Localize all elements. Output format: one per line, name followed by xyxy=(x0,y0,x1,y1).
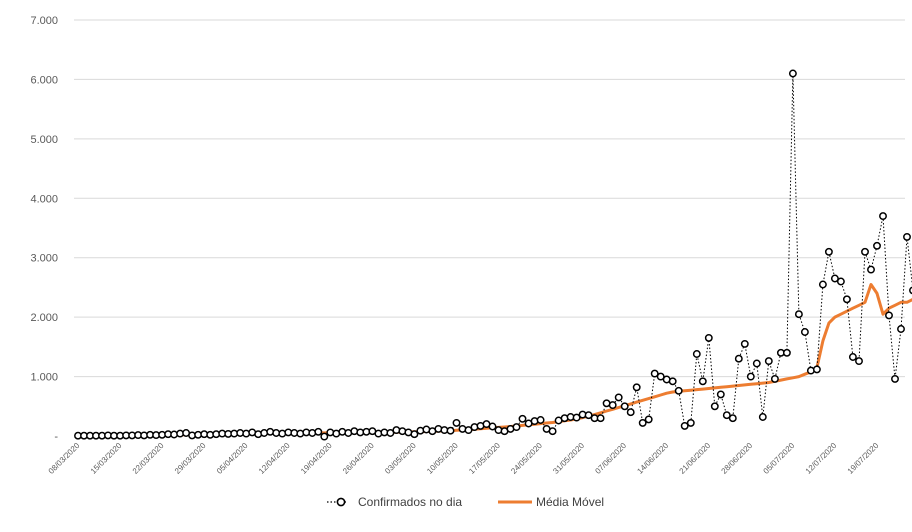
data-point-confirmados xyxy=(800,328,809,336)
data-point-confirmados xyxy=(644,415,653,424)
data-point-confirmados xyxy=(668,377,677,386)
data-point-confirmados xyxy=(512,423,521,432)
legend: Confirmados no dia Média Móvel xyxy=(327,495,604,509)
data-point-confirmados xyxy=(746,372,755,381)
data-point-confirmados xyxy=(656,372,665,381)
data-point-confirmados xyxy=(632,383,641,392)
data-point-confirmados xyxy=(572,413,581,422)
data-point-confirmados xyxy=(734,354,743,363)
data-point-confirmados xyxy=(848,353,857,361)
data-point-confirmados xyxy=(674,386,683,395)
data-point-confirmados xyxy=(830,274,839,283)
data-point-confirmados xyxy=(650,369,659,378)
data-point-confirmados xyxy=(536,416,545,424)
data-point-confirmados xyxy=(620,402,629,411)
data-point-confirmados xyxy=(716,390,725,399)
data-point-confirmados xyxy=(626,408,635,417)
data-point-confirmados xyxy=(867,265,875,274)
data-point-confirmados xyxy=(891,374,899,383)
data-point-confirmados xyxy=(638,418,647,427)
data-point-confirmados xyxy=(518,414,527,423)
data-point-confirmados xyxy=(758,413,767,421)
data-point-confirmados xyxy=(818,280,827,289)
data-point-confirmados xyxy=(614,393,623,402)
y-tick-label: 1.000 xyxy=(30,372,58,384)
data-point-confirmados xyxy=(764,357,773,366)
data-point-confirmados xyxy=(836,277,845,286)
y-tick-label: 3.000 xyxy=(30,253,58,265)
data-point-confirmados xyxy=(548,427,557,436)
data-point-confirmados xyxy=(452,418,461,427)
data-point-confirmados xyxy=(855,357,863,366)
data-point-confirmados xyxy=(320,432,329,441)
legend-marker-icon xyxy=(336,497,346,507)
data-point-confirmados xyxy=(788,69,797,78)
y-tick-label: - xyxy=(54,431,58,443)
data-point-confirmados xyxy=(446,426,455,435)
y-axis: - 1.000 2.000 3.000 4.000 5.000 6.000 7.000 xyxy=(30,15,58,443)
y-tick-label: 4.000 xyxy=(30,193,58,205)
data-point-confirmados xyxy=(488,422,497,431)
legend-label-media-movel: Média Móvel xyxy=(536,495,604,509)
data-point-confirmados xyxy=(842,295,851,304)
data-point-confirmados xyxy=(794,310,803,319)
y-tick-label: 2.000 xyxy=(30,312,58,324)
data-point-confirmados xyxy=(909,286,912,295)
data-point-confirmados xyxy=(686,418,695,427)
y-tick-label: 7.000 xyxy=(30,15,58,27)
data-point-confirmados xyxy=(879,212,887,221)
y-tick-label: 6.000 xyxy=(30,74,58,86)
y-tick-label: 5.000 xyxy=(30,134,58,146)
data-point-confirmados xyxy=(782,348,791,357)
data-point-confirmados xyxy=(386,429,395,437)
data-point-confirmados xyxy=(704,333,713,342)
data-point-confirmados xyxy=(740,339,749,348)
data-point-confirmados xyxy=(873,241,881,250)
data-point-confirmados xyxy=(897,325,905,333)
data-point-confirmados xyxy=(596,414,605,423)
data-point-confirmados xyxy=(752,359,761,368)
legend-label-confirmados: Confirmados no dia xyxy=(358,495,462,509)
plot-area xyxy=(74,69,912,441)
data-point-confirmados xyxy=(698,377,707,386)
gridlines xyxy=(74,19,905,378)
data-point-confirmados xyxy=(722,411,731,420)
data-point-confirmados xyxy=(885,311,893,320)
data-point-confirmados xyxy=(608,401,617,410)
data-point-confirmados xyxy=(692,350,701,358)
data-point-confirmados xyxy=(410,430,419,439)
data-point-confirmados xyxy=(584,411,593,420)
data-point-confirmados xyxy=(728,414,737,423)
data-point-confirmados xyxy=(464,426,473,435)
data-point-confirmados xyxy=(680,421,689,430)
data-point-confirmados xyxy=(812,365,821,374)
data-point-confirmados xyxy=(824,247,833,256)
data-point-confirmados xyxy=(903,232,911,241)
data-point-confirmados xyxy=(710,402,719,411)
data-point-confirmados xyxy=(861,247,869,256)
data-point-confirmados xyxy=(314,427,323,436)
data-point-confirmados xyxy=(770,374,779,383)
